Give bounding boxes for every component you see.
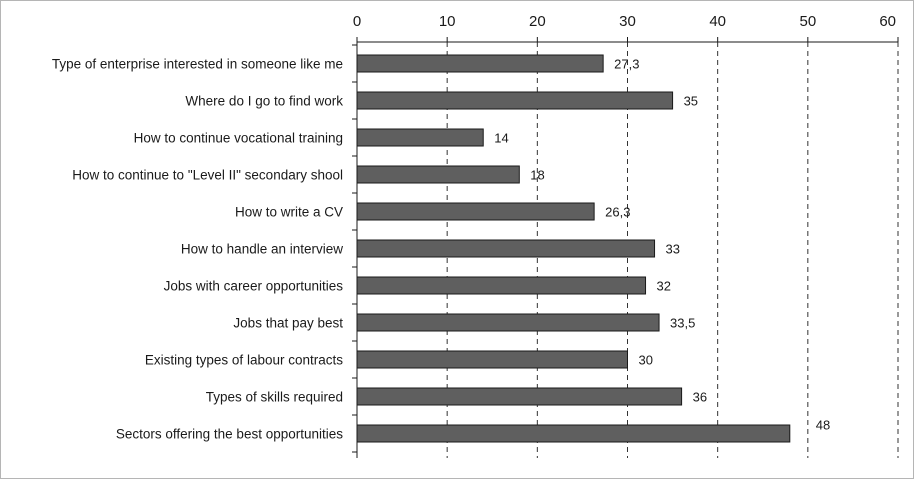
bar — [356, 54, 604, 73]
x-tick-label: 40 — [709, 13, 726, 30]
category-label: How to continue to "Level II" secondary … — [72, 168, 343, 183]
data-label: 32 — [657, 279, 671, 294]
bar — [356, 387, 683, 406]
data-label: 48 — [816, 418, 830, 433]
x-tick-label: 10 — [439, 13, 456, 30]
category-label: Jobs that pay best — [233, 316, 343, 331]
x-tick-label: 30 — [619, 13, 636, 30]
category-label: How to write a CV — [235, 205, 343, 220]
bar — [356, 350, 628, 369]
bar — [356, 239, 656, 258]
category-label: Where do I go to find work — [185, 94, 343, 109]
data-label: 35 — [684, 94, 698, 109]
data-label: 18 — [530, 168, 544, 183]
data-label: 33 — [666, 242, 680, 257]
bar — [356, 276, 647, 295]
data-label: 33,5 — [670, 316, 695, 331]
data-label: 27,3 — [614, 57, 639, 72]
data-label: 30 — [639, 353, 653, 368]
bar — [356, 313, 660, 332]
category-label: Types of skills required — [206, 390, 343, 405]
data-label: 36 — [693, 390, 707, 405]
category-label: How to handle an interview — [181, 242, 343, 257]
category-label: Existing types of labour contracts — [145, 353, 343, 368]
x-tick-label: 0 — [353, 13, 361, 30]
category-label: Jobs with career opportunities — [164, 279, 344, 294]
category-label: How to continue vocational training — [134, 131, 343, 146]
bar — [356, 202, 595, 221]
x-tick-label: 20 — [529, 13, 546, 30]
x-tick-label: 60 — [879, 13, 896, 30]
bar — [356, 165, 520, 184]
bar — [356, 424, 791, 443]
category-label: Type of enterprise interested in someone… — [52, 57, 343, 72]
bar — [356, 91, 674, 110]
bar — [356, 128, 484, 147]
data-label: 26,3 — [605, 205, 630, 220]
category-label: Sectors offering the best opportunities — [116, 427, 343, 442]
x-tick-label: 50 — [799, 13, 816, 30]
data-label: 14 — [494, 131, 508, 146]
